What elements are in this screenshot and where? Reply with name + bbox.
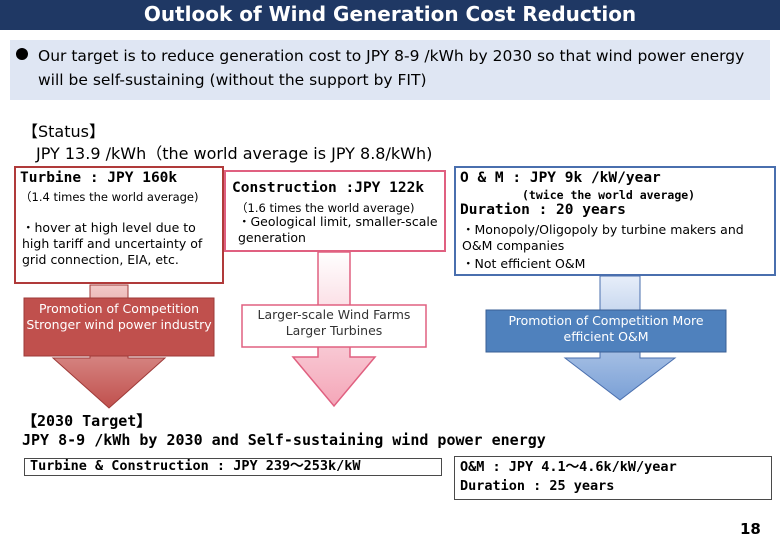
status-heading: 【Status】: [22, 122, 105, 141]
intro-text: Our target is to reduce generation cost …: [38, 47, 745, 89]
construction-detail: ・Geological limit, smaller-scale generat…: [238, 214, 438, 245]
om-target-box: [454, 456, 772, 500]
om-note: (twice the world average): [522, 188, 696, 202]
om-target-duration: Duration : 25 years: [460, 478, 615, 494]
intro-panel: [10, 40, 770, 100]
turbine-construction-target: Turbine & Construction : JPY 239～253k/kW: [30, 458, 361, 474]
om-target: O&M : JPY 4.1～4.6k/kW/year: [460, 459, 677, 475]
om-detail-2: ・Not efficient O&M: [462, 256, 586, 271]
status-value: JPY 13.9 /kWh（the world average is JPY 8…: [36, 144, 433, 163]
bullet-icon: [16, 48, 28, 60]
om-detail-1: ・Monopoly/Oligopoly by turbine makers an…: [462, 222, 744, 253]
turbine-detail: ・hover at high level due to high tariff …: [22, 220, 203, 267]
page-number: 18: [740, 520, 761, 538]
om-arrow-banner: [485, 309, 727, 353]
turbine-note: （1.4 times the world average): [20, 190, 199, 204]
turbine-cost-box: Turbine : JPY 160k （1.4 times the world …: [14, 166, 224, 284]
construction-cost-box: Construction :JPY 122k （1.6 times the wo…: [224, 170, 446, 252]
om-arrow-text: Promotion of Competition More efficient …: [508, 313, 704, 344]
om-title: O & M : JPY 9k /kW/year: [460, 170, 661, 186]
construction-arrow-text: Larger-scale Wind Farms Larger Turbines: [257, 307, 411, 338]
turbine-arrow-banner: [23, 297, 215, 357]
turbine-title: Turbine : JPY 160k: [20, 170, 178, 186]
construction-arrow-banner: [241, 304, 427, 348]
construction-note: （1.6 times the world average): [236, 201, 415, 215]
target-heading: 【2030 Target】: [22, 412, 152, 430]
turbine-construction-target-box: [24, 458, 442, 476]
slide-title: Outlook of Wind Generation Cost Reductio…: [0, 0, 780, 30]
turbine-arrow-text: Promotion of Competition Stronger wind p…: [26, 301, 212, 332]
target-line: JPY 8-9 /kWh by 2030 and Self-sustaining…: [22, 431, 546, 449]
om-duration: Duration : 20 years: [460, 202, 626, 218]
construction-title: Construction :JPY 122k: [232, 180, 425, 196]
om-cost-box: O & M : JPY 9k /kW/year (twice the world…: [454, 166, 776, 276]
